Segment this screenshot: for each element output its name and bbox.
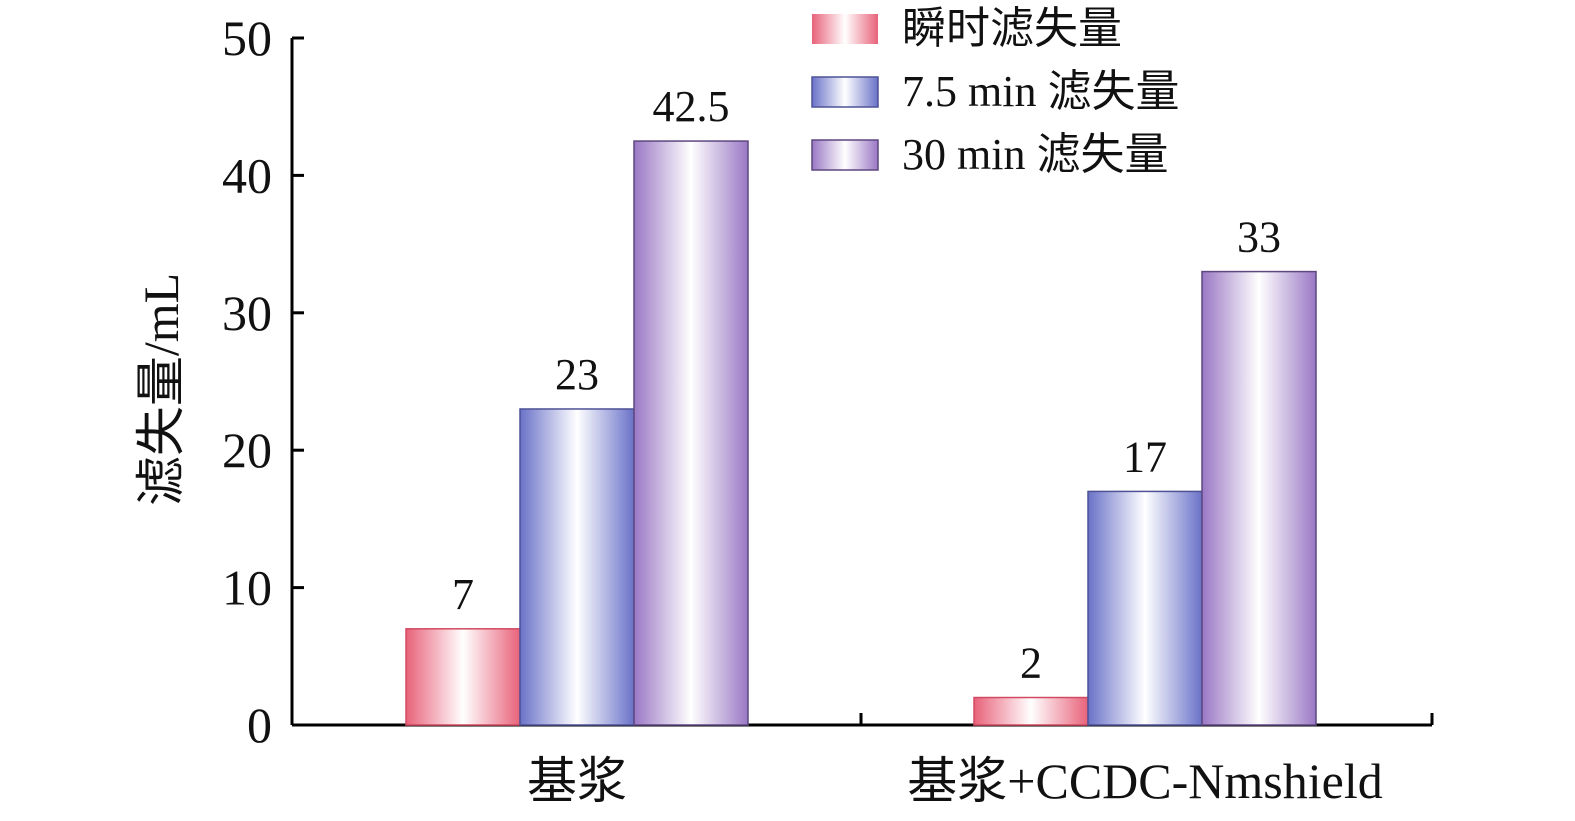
y-tick-label: 20	[222, 422, 272, 478]
bar-series-3-category-1	[633, 140, 749, 726]
bar-series-3-category-2	[1201, 270, 1317, 726]
data-label: 2	[1020, 639, 1042, 688]
y-tick-label: 0	[247, 697, 272, 753]
y-tick-label: 30	[222, 285, 272, 341]
value-labels: 7 2 23 17 42.5 33	[452, 82, 1281, 687]
y-axis-label: 滤失量/mL	[133, 273, 189, 506]
x-category-label: 基浆	[527, 753, 627, 809]
y-tick-label: 50	[222, 10, 272, 66]
legend-label: 30 min 滤失量	[902, 130, 1168, 179]
data-label: 23	[555, 350, 599, 399]
data-label: 7	[452, 570, 474, 619]
bar-series-2-category-2	[1087, 490, 1203, 726]
legend-swatch	[812, 14, 878, 44]
y-tick-label: 40	[222, 147, 272, 203]
axes: 0 10 20 30 40 50 基浆 基浆+CCDC-Nmshield 滤失量/mL	[133, 10, 1434, 809]
bar-series-2-category-1	[519, 408, 635, 726]
x-category-label: 基浆+CCDC-Nmshield	[907, 753, 1382, 809]
data-label: 42.5	[653, 82, 730, 131]
legend: 瞬时滤失量 7.5 min 滤失量 30 min 滤失量	[811, 4, 1179, 179]
legend-label: 7.5 min 滤失量	[902, 67, 1179, 116]
bars	[405, 140, 1317, 726]
legend-swatch	[811, 76, 879, 108]
bar-series-1-category-1	[405, 628, 521, 726]
legend-label: 瞬时滤失量	[902, 4, 1122, 53]
data-label: 33	[1237, 213, 1281, 262]
data-label: 17	[1123, 432, 1167, 481]
bar-series-1-category-2	[973, 696, 1089, 726]
legend-swatch	[811, 139, 879, 171]
y-tick-label: 10	[222, 560, 272, 616]
